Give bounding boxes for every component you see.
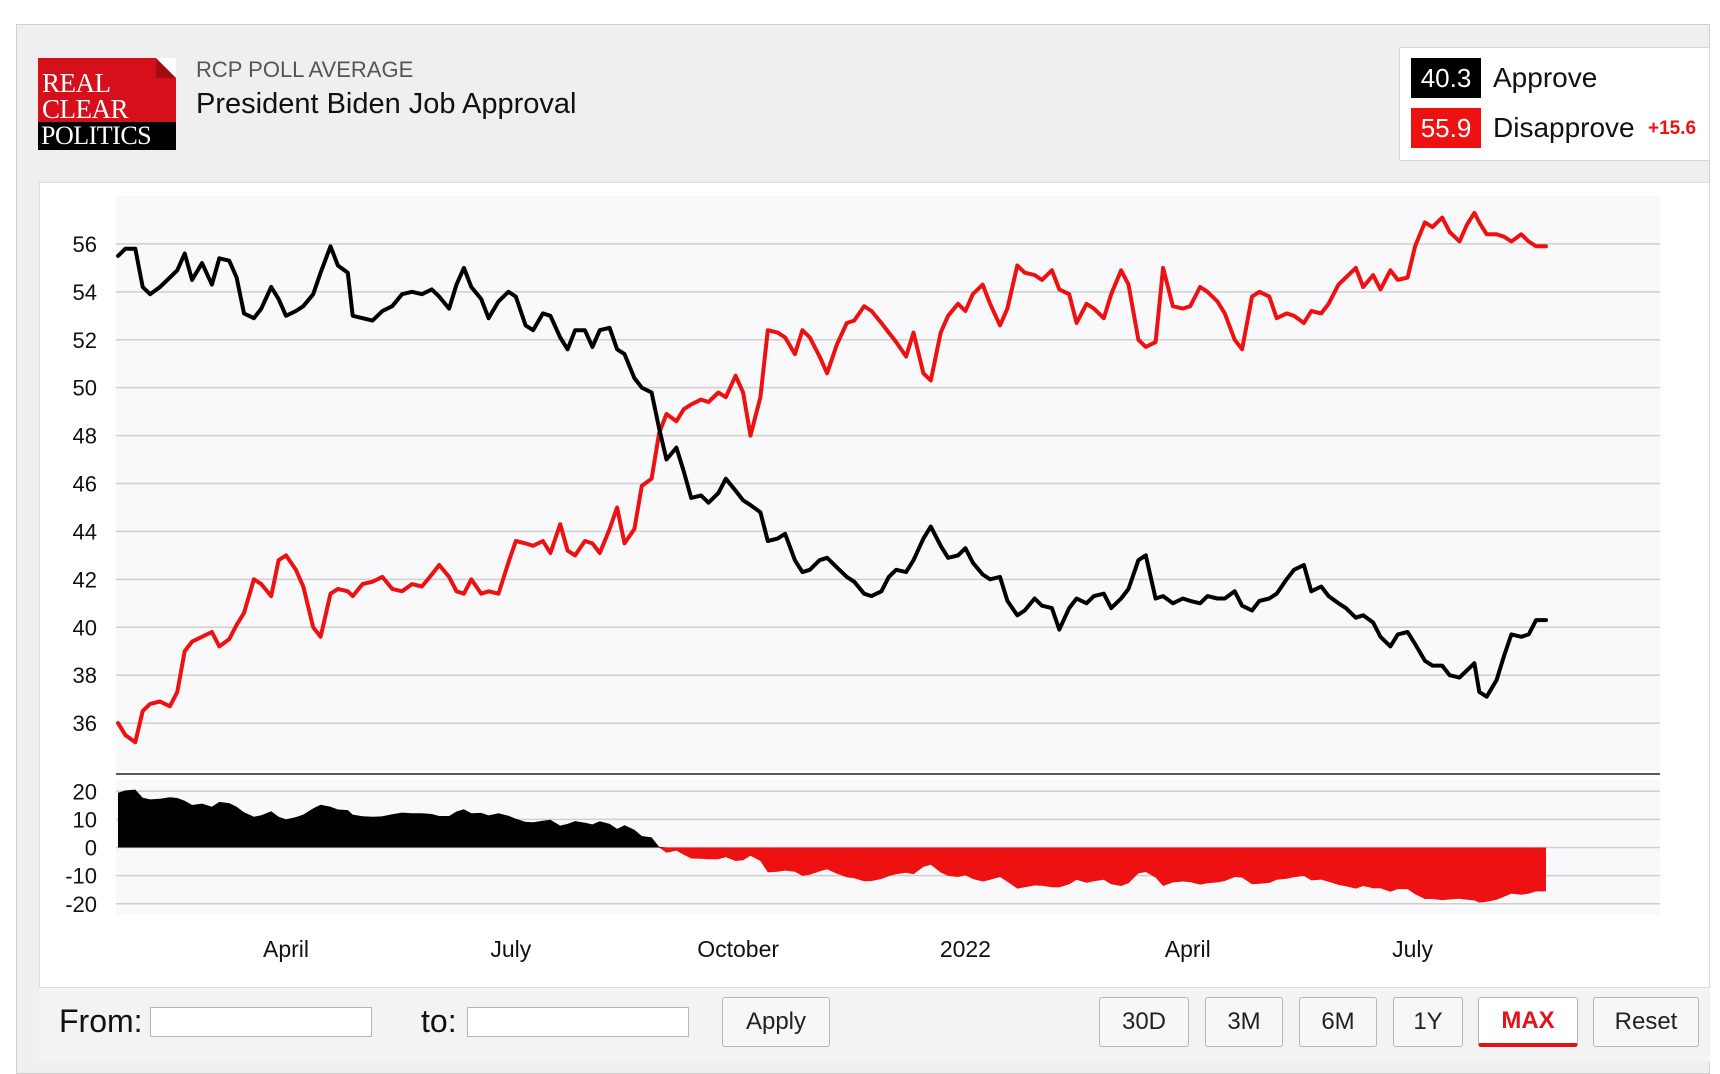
- x-tick-label-0: April: [263, 936, 309, 962]
- x-tick-label-4: April: [1165, 936, 1211, 962]
- logo-line-1: REAL: [42, 68, 111, 98]
- logo-line-2: CLEAR: [42, 94, 129, 124]
- x-tick-label-5: July: [1392, 936, 1433, 962]
- y-tick-label-52: 52: [73, 328, 97, 353]
- y-tick-label-42: 42: [73, 567, 97, 592]
- reset-button[interactable]: Reset: [1593, 997, 1699, 1047]
- from-label: From:: [59, 1003, 143, 1039]
- y-tick-label-46: 46: [73, 472, 97, 497]
- y-tick-label-44: 44: [73, 519, 97, 544]
- y-tick-label-40: 40: [73, 615, 97, 640]
- spread-tick-label--20: -20: [65, 892, 97, 917]
- x-tick-label-3: 2022: [940, 936, 991, 962]
- legend-box: 40.3 Approve 55.9 Disapprove +15.6: [1399, 47, 1710, 161]
- disapprove-value-badge: 55.9: [1411, 108, 1481, 148]
- to-label: to:: [421, 1003, 457, 1039]
- spread-area-positive: [118, 789, 1546, 848]
- y-tick-label-48: 48: [73, 424, 97, 449]
- rcp-logo[interactable]: REAL CLEAR POLITICS: [38, 58, 176, 150]
- series-line-approve: [116, 244, 1548, 699]
- spread-tick-label-10: 10: [73, 807, 97, 832]
- range-3m-button[interactable]: 3M: [1205, 997, 1283, 1047]
- apply-button[interactable]: Apply: [722, 997, 830, 1047]
- from-date-input[interactable]: [150, 1007, 372, 1037]
- spread-tick-label-20: 20: [73, 779, 97, 804]
- range-max-button[interactable]: MAX: [1478, 997, 1578, 1047]
- approve-label: Approve: [1493, 62, 1598, 93]
- approval-chart[interactable]: 36 38 40 42 44 46 48 50 52 54 56 20 10 0 -10 -20 April Ju…: [0, 0, 1720, 990]
- y-tick-label-50: 50: [73, 376, 97, 401]
- spread-tick-label--10: -10: [65, 864, 97, 889]
- page-title: President Biden Job Approval: [196, 88, 577, 120]
- range-30d-button[interactable]: 30D: [1099, 997, 1189, 1047]
- logo-line-3: POLITICS: [38, 122, 176, 150]
- x-tick-label-2: October: [697, 936, 779, 962]
- x-tick-label-1: July: [490, 936, 531, 962]
- spread-value: +15.6: [1648, 118, 1697, 139]
- approve-value-badge: 40.3: [1411, 58, 1481, 98]
- range-1y-button[interactable]: 1Y: [1393, 997, 1463, 1047]
- spread-tick-label-0: 0: [85, 836, 97, 861]
- y-tick-label-56: 56: [73, 232, 97, 257]
- disapprove-label: Disapprove: [1493, 112, 1635, 143]
- y-tick-label-54: 54: [73, 280, 97, 305]
- y-tick-label-36: 36: [73, 711, 97, 736]
- to-date-input[interactable]: [467, 1007, 689, 1037]
- series-line-disapprove: [116, 210, 1548, 745]
- y-tick-label-38: 38: [73, 663, 97, 688]
- range-6m-button[interactable]: 6M: [1299, 997, 1377, 1047]
- spread-area-negative: [118, 847, 1546, 903]
- logo-fold: [156, 58, 176, 78]
- header-subtitle: RCP POLL AVERAGE: [196, 57, 414, 82]
